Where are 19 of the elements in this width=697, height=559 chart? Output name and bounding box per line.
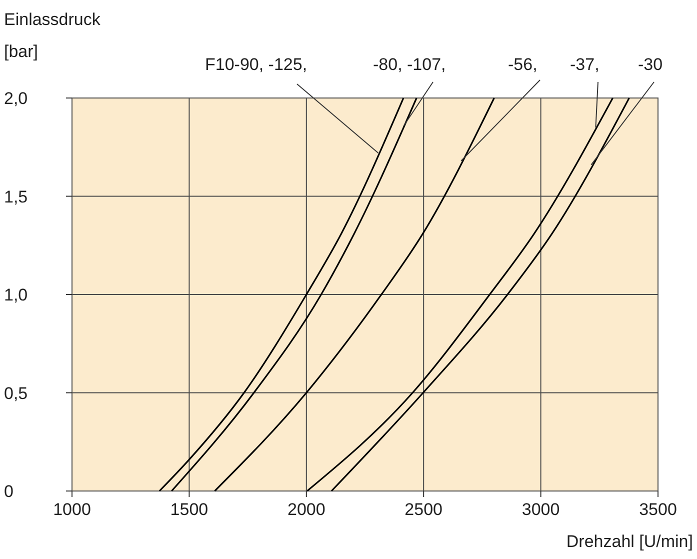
y-tick-label: 1,0 — [4, 286, 28, 304]
x-tick-label: 1500 — [170, 500, 208, 519]
x-tick-label: 3500 — [639, 500, 677, 519]
text: -80, -107, — [373, 55, 446, 74]
y-tick-label: 0 — [4, 482, 14, 501]
x-tick-label: 1000 — [53, 500, 91, 519]
series-label: -56, — [508, 55, 538, 74]
x-tick-label: 2000 — [287, 500, 326, 519]
y-tick-label: 0,5 — [4, 384, 28, 403]
y-axis-title: Einlassdruck [bar] — [4, 10, 101, 61]
y-tick-label: 2,0 — [4, 89, 28, 108]
series-label: -30 — [638, 55, 663, 74]
y-tick-label: 1,5 — [4, 187, 28, 206]
line-series — [214, 97, 495, 492]
x-tick-label: 2500 — [404, 500, 443, 519]
x-axis-title: Drehzahl [U/min] — [566, 532, 693, 551]
x-tick-label: 3000 — [522, 500, 560, 519]
text: F10-90, -125, — [205, 55, 308, 74]
series-label: -37, — [570, 55, 600, 74]
